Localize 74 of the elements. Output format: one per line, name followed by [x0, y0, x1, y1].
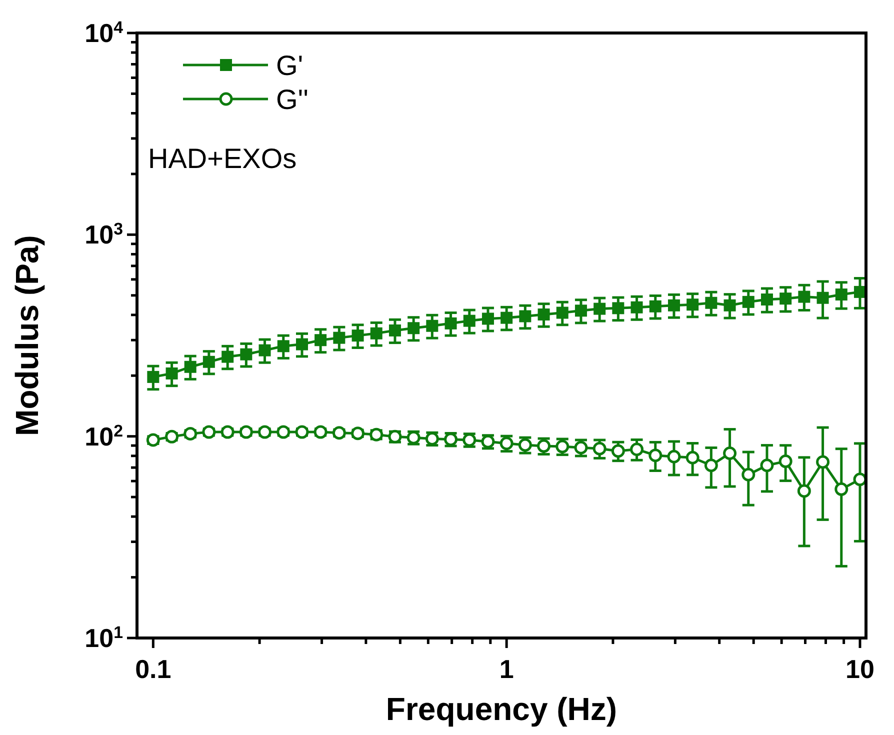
- point: [220, 425, 234, 439]
- point: [314, 334, 327, 346]
- point: [686, 298, 699, 311]
- point: [648, 448, 662, 462]
- point: [742, 468, 756, 482]
- point: [296, 338, 308, 350]
- point: [538, 308, 550, 320]
- x-tick-label: 1: [499, 654, 514, 684]
- x-tick-label: 0.1: [135, 654, 172, 684]
- point: [444, 317, 457, 330]
- x-axis-title: Frequency (Hz): [386, 691, 618, 727]
- point: [778, 454, 792, 468]
- point: [239, 425, 253, 439]
- annotation: HAD+EXOs: [148, 143, 297, 174]
- point: [724, 299, 736, 312]
- legend-label: G': [276, 50, 304, 81]
- point: [630, 442, 644, 456]
- point: [816, 292, 829, 304]
- point: [723, 446, 737, 460]
- point: [668, 299, 680, 312]
- point: [184, 426, 198, 440]
- point: [667, 450, 681, 464]
- y-tick-label: 10$^{3}$: [84, 219, 123, 250]
- point: [797, 484, 811, 498]
- point: [482, 312, 494, 325]
- point: [426, 320, 438, 332]
- point: [408, 322, 420, 334]
- point: [222, 350, 234, 363]
- point: [574, 304, 587, 317]
- point: [258, 425, 272, 439]
- point: [649, 300, 662, 312]
- point: [835, 288, 848, 301]
- point: [704, 458, 718, 472]
- point: [611, 444, 625, 458]
- point: [556, 306, 568, 319]
- point: [202, 425, 216, 439]
- point: [258, 344, 271, 356]
- point: [519, 310, 532, 322]
- y-axis-title: Modulus (Pa): [9, 235, 45, 436]
- point: [184, 360, 196, 373]
- point: [816, 455, 830, 469]
- point: [352, 330, 364, 342]
- point: [798, 290, 810, 303]
- point: [314, 425, 328, 439]
- y-tick-label: 10$^{4}$: [84, 18, 124, 48]
- point: [760, 294, 773, 306]
- point: [388, 324, 401, 336]
- point: [463, 314, 476, 327]
- point: [295, 425, 309, 439]
- point: [574, 440, 588, 454]
- point: [780, 292, 792, 305]
- point: [166, 367, 178, 380]
- point: [630, 301, 643, 314]
- point: [202, 356, 215, 368]
- point: [277, 340, 290, 352]
- point: [556, 440, 570, 454]
- point: [500, 312, 513, 324]
- point: [240, 348, 252, 360]
- point: [612, 302, 624, 314]
- point: [686, 450, 700, 464]
- point: [592, 442, 606, 456]
- point: [760, 458, 774, 472]
- point: [333, 332, 346, 344]
- point: [834, 482, 848, 496]
- legend-label: G'': [276, 84, 308, 115]
- point: [594, 302, 606, 315]
- y-tick-label: 10$^{1}$: [84, 622, 123, 653]
- x-tick-label: 10: [846, 654, 874, 684]
- point: [705, 296, 718, 309]
- point: [370, 327, 382, 340]
- point: [147, 370, 160, 383]
- y-tick-label: 10$^{2}$: [84, 420, 123, 452]
- point: [276, 425, 290, 439]
- point: [742, 296, 754, 308]
